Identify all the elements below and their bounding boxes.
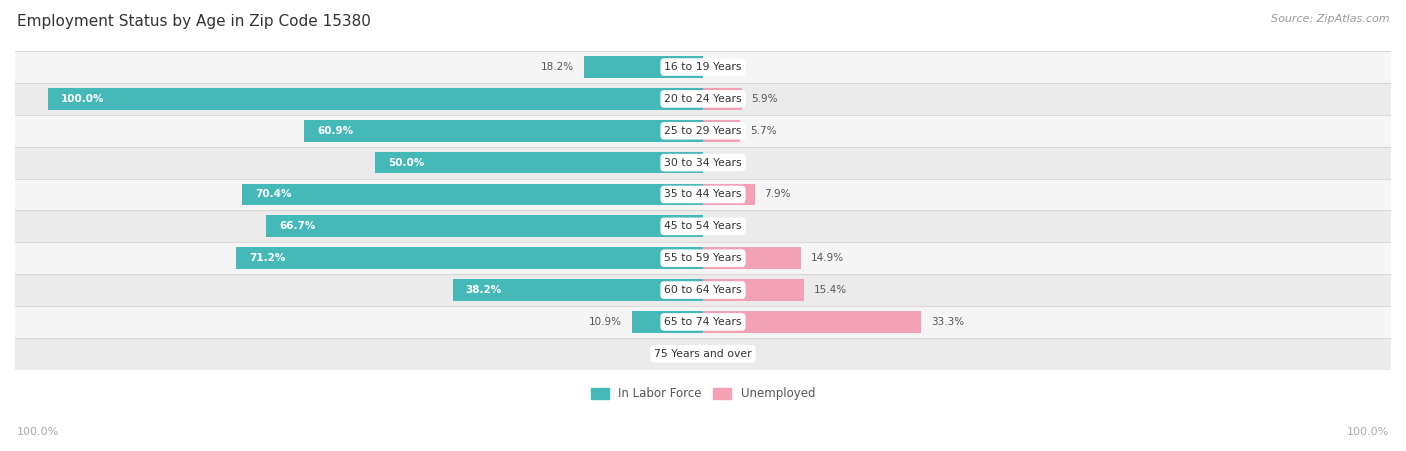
Bar — [15, 83, 1391, 115]
Text: 70.4%: 70.4% — [254, 189, 291, 199]
Bar — [15, 210, 1391, 242]
Bar — [15, 115, 1391, 147]
Bar — [304, 120, 703, 142]
Legend: In Labor Force, Unemployed: In Labor Force, Unemployed — [586, 383, 820, 405]
Bar — [631, 311, 703, 333]
Text: 60 to 64 Years: 60 to 64 Years — [664, 285, 742, 295]
Text: 0.0%: 0.0% — [713, 349, 740, 359]
Text: 38.2%: 38.2% — [465, 285, 502, 295]
Bar — [703, 184, 755, 205]
Text: 20 to 24 Years: 20 to 24 Years — [664, 94, 742, 104]
Bar — [703, 311, 921, 333]
Bar — [375, 152, 703, 174]
Text: 7.9%: 7.9% — [765, 189, 792, 199]
Bar — [703, 247, 800, 269]
Text: 0.0%: 0.0% — [713, 157, 740, 168]
Text: 100.0%: 100.0% — [17, 428, 59, 437]
Text: 65 to 74 Years: 65 to 74 Years — [664, 317, 742, 327]
Text: 5.7%: 5.7% — [751, 126, 776, 136]
Text: Employment Status by Age in Zip Code 15380: Employment Status by Age in Zip Code 153… — [17, 14, 371, 28]
Bar — [48, 88, 703, 110]
Bar — [266, 216, 703, 237]
Bar — [453, 279, 703, 301]
Text: 75 Years and over: 75 Years and over — [654, 349, 752, 359]
Text: 33.3%: 33.3% — [931, 317, 965, 327]
Bar — [236, 247, 703, 269]
Bar — [15, 179, 1391, 210]
Text: 30 to 34 Years: 30 to 34 Years — [664, 157, 742, 168]
Text: 5.9%: 5.9% — [751, 94, 778, 104]
Text: 16 to 19 Years: 16 to 19 Years — [664, 62, 742, 72]
Text: 0.0%: 0.0% — [713, 221, 740, 231]
Bar — [15, 51, 1391, 83]
Text: 0.0%: 0.0% — [666, 349, 693, 359]
Text: 71.2%: 71.2% — [250, 253, 285, 263]
Bar — [703, 279, 804, 301]
Text: 10.9%: 10.9% — [589, 317, 621, 327]
Bar — [15, 242, 1391, 274]
Text: 18.2%: 18.2% — [541, 62, 574, 72]
Bar — [242, 184, 703, 205]
Text: 0.0%: 0.0% — [713, 62, 740, 72]
Bar — [15, 306, 1391, 338]
Text: 60.9%: 60.9% — [318, 126, 353, 136]
Text: 55 to 59 Years: 55 to 59 Years — [664, 253, 742, 263]
Text: 50.0%: 50.0% — [388, 157, 425, 168]
Text: 66.7%: 66.7% — [278, 221, 315, 231]
Bar — [703, 88, 741, 110]
Text: 14.9%: 14.9% — [810, 253, 844, 263]
Text: 100.0%: 100.0% — [60, 94, 104, 104]
Bar — [703, 120, 741, 142]
Text: 35 to 44 Years: 35 to 44 Years — [664, 189, 742, 199]
Text: 45 to 54 Years: 45 to 54 Years — [664, 221, 742, 231]
Text: Source: ZipAtlas.com: Source: ZipAtlas.com — [1271, 14, 1389, 23]
Text: 100.0%: 100.0% — [1347, 428, 1389, 437]
Bar — [15, 147, 1391, 179]
Text: 25 to 29 Years: 25 to 29 Years — [664, 126, 742, 136]
Text: 15.4%: 15.4% — [814, 285, 846, 295]
Bar — [15, 274, 1391, 306]
Bar — [15, 338, 1391, 370]
Bar — [583, 56, 703, 78]
